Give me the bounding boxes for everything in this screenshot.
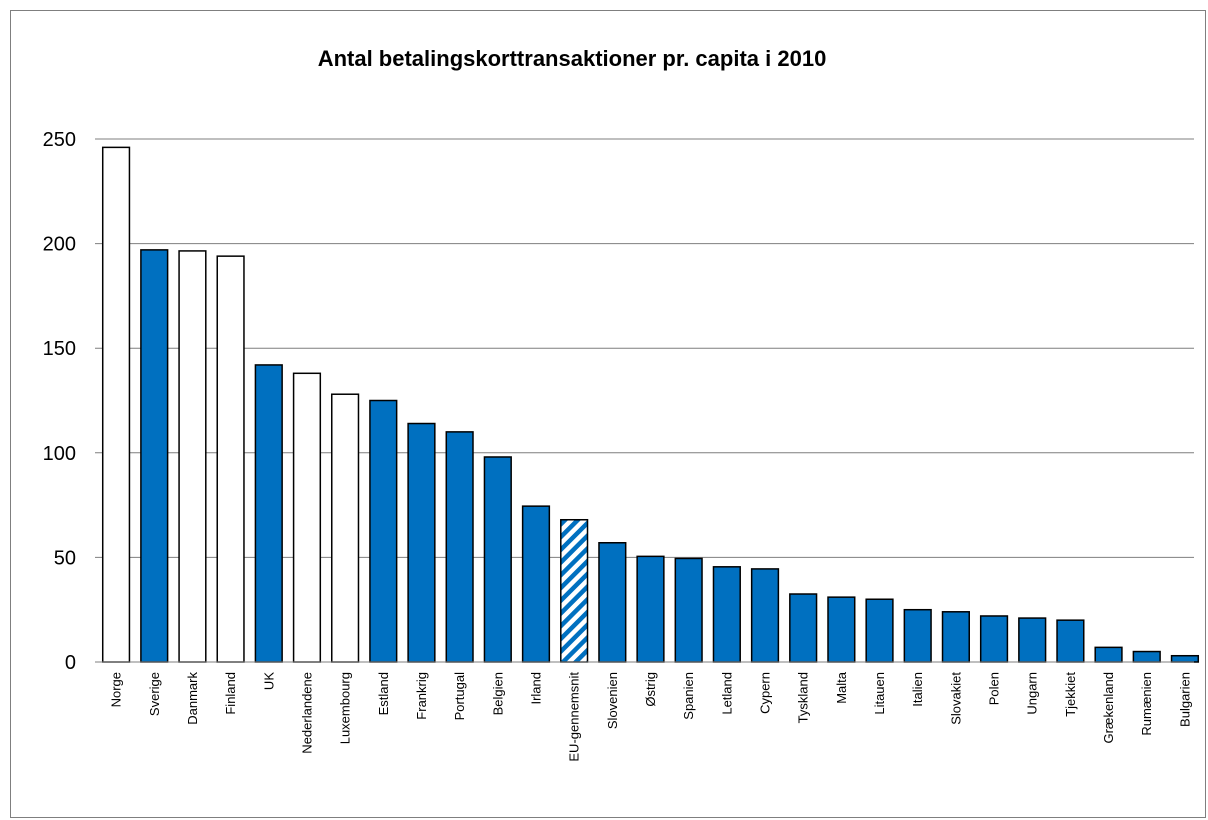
bar bbox=[1170, 654, 1200, 663]
bar bbox=[140, 249, 169, 663]
bar bbox=[560, 518, 589, 663]
bar bbox=[369, 399, 398, 663]
y-tick-label: 200 bbox=[43, 234, 76, 256]
x-category-label: Nederlandene bbox=[299, 672, 314, 754]
y-tick-label: 50 bbox=[54, 547, 76, 569]
x-category-label: Sverige bbox=[147, 672, 162, 716]
x-category-label: EU-gennemsnit bbox=[567, 672, 582, 762]
bar bbox=[178, 250, 207, 663]
bar bbox=[101, 146, 131, 663]
y-tick-label: 100 bbox=[43, 443, 76, 465]
x-category-label: Frankrig bbox=[414, 672, 429, 720]
bar bbox=[254, 364, 283, 663]
bar bbox=[445, 431, 474, 663]
x-category-label: Irland bbox=[528, 672, 543, 705]
bar bbox=[598, 542, 627, 663]
x-category-label: Polen bbox=[987, 672, 1002, 705]
y-tick-label: 0 bbox=[65, 652, 76, 674]
bar bbox=[521, 505, 551, 663]
chart-frame bbox=[10, 10, 1206, 818]
bar bbox=[636, 555, 665, 663]
x-category-label: Spanien bbox=[681, 672, 696, 720]
bar bbox=[941, 611, 970, 663]
bar bbox=[979, 615, 1009, 663]
bar bbox=[903, 608, 932, 663]
x-category-label: Slovenien bbox=[605, 672, 620, 729]
bar bbox=[750, 568, 780, 663]
bar bbox=[1094, 646, 1123, 663]
x-category-label: Belgien bbox=[490, 672, 505, 715]
bar bbox=[1132, 650, 1161, 663]
x-category-label: Tjekkiet bbox=[1063, 672, 1078, 717]
bar bbox=[407, 422, 436, 663]
x-category-label: Grækenland bbox=[1101, 672, 1116, 744]
x-category-label: Norge bbox=[109, 672, 124, 707]
bar bbox=[331, 393, 360, 663]
x-category-label: Tyskland bbox=[796, 672, 811, 723]
x-category-label: Litauen bbox=[872, 672, 887, 715]
bar bbox=[1018, 617, 1047, 663]
y-tick-label: 150 bbox=[43, 338, 76, 360]
x-category-label: Cypern bbox=[758, 672, 773, 714]
y-axis-ticks: 0 50 100 150 200 250 bbox=[43, 129, 76, 674]
x-category-label: Malta bbox=[834, 671, 849, 704]
y-tick-label: 250 bbox=[43, 129, 76, 151]
x-category-label: UK bbox=[261, 672, 276, 690]
x-category-label: Slovakiet bbox=[948, 672, 963, 725]
bar bbox=[483, 456, 512, 663]
bar bbox=[827, 596, 856, 663]
x-category-label: Finland bbox=[223, 672, 238, 715]
x-category-label: Rumænien bbox=[1139, 672, 1154, 736]
x-category-label: Østrig bbox=[643, 672, 658, 707]
bar bbox=[865, 598, 894, 663]
bar bbox=[674, 557, 703, 663]
x-category-label: Estland bbox=[376, 672, 391, 715]
bar bbox=[292, 372, 322, 663]
x-category-label: Luxembourg bbox=[338, 672, 353, 744]
bar bbox=[1056, 619, 1085, 663]
x-category-label: Italien bbox=[910, 672, 925, 707]
x-category-label: Letland bbox=[719, 672, 734, 715]
x-category-label: Portugal bbox=[452, 672, 467, 721]
bar bbox=[216, 255, 245, 663]
x-category-label: Danmark bbox=[185, 672, 200, 725]
x-category-label: Bulgarien bbox=[1177, 672, 1192, 727]
bar bbox=[712, 566, 741, 663]
chart-title: Antal betalingskorttransaktioner pr. cap… bbox=[318, 46, 827, 71]
bars bbox=[101, 146, 1200, 663]
x-axis-labels: Norge Sverige Danmark Finland UK Nederlandene… bbox=[109, 671, 1193, 761]
x-category-label: Ungarn bbox=[1025, 672, 1040, 715]
bar bbox=[789, 593, 818, 663]
